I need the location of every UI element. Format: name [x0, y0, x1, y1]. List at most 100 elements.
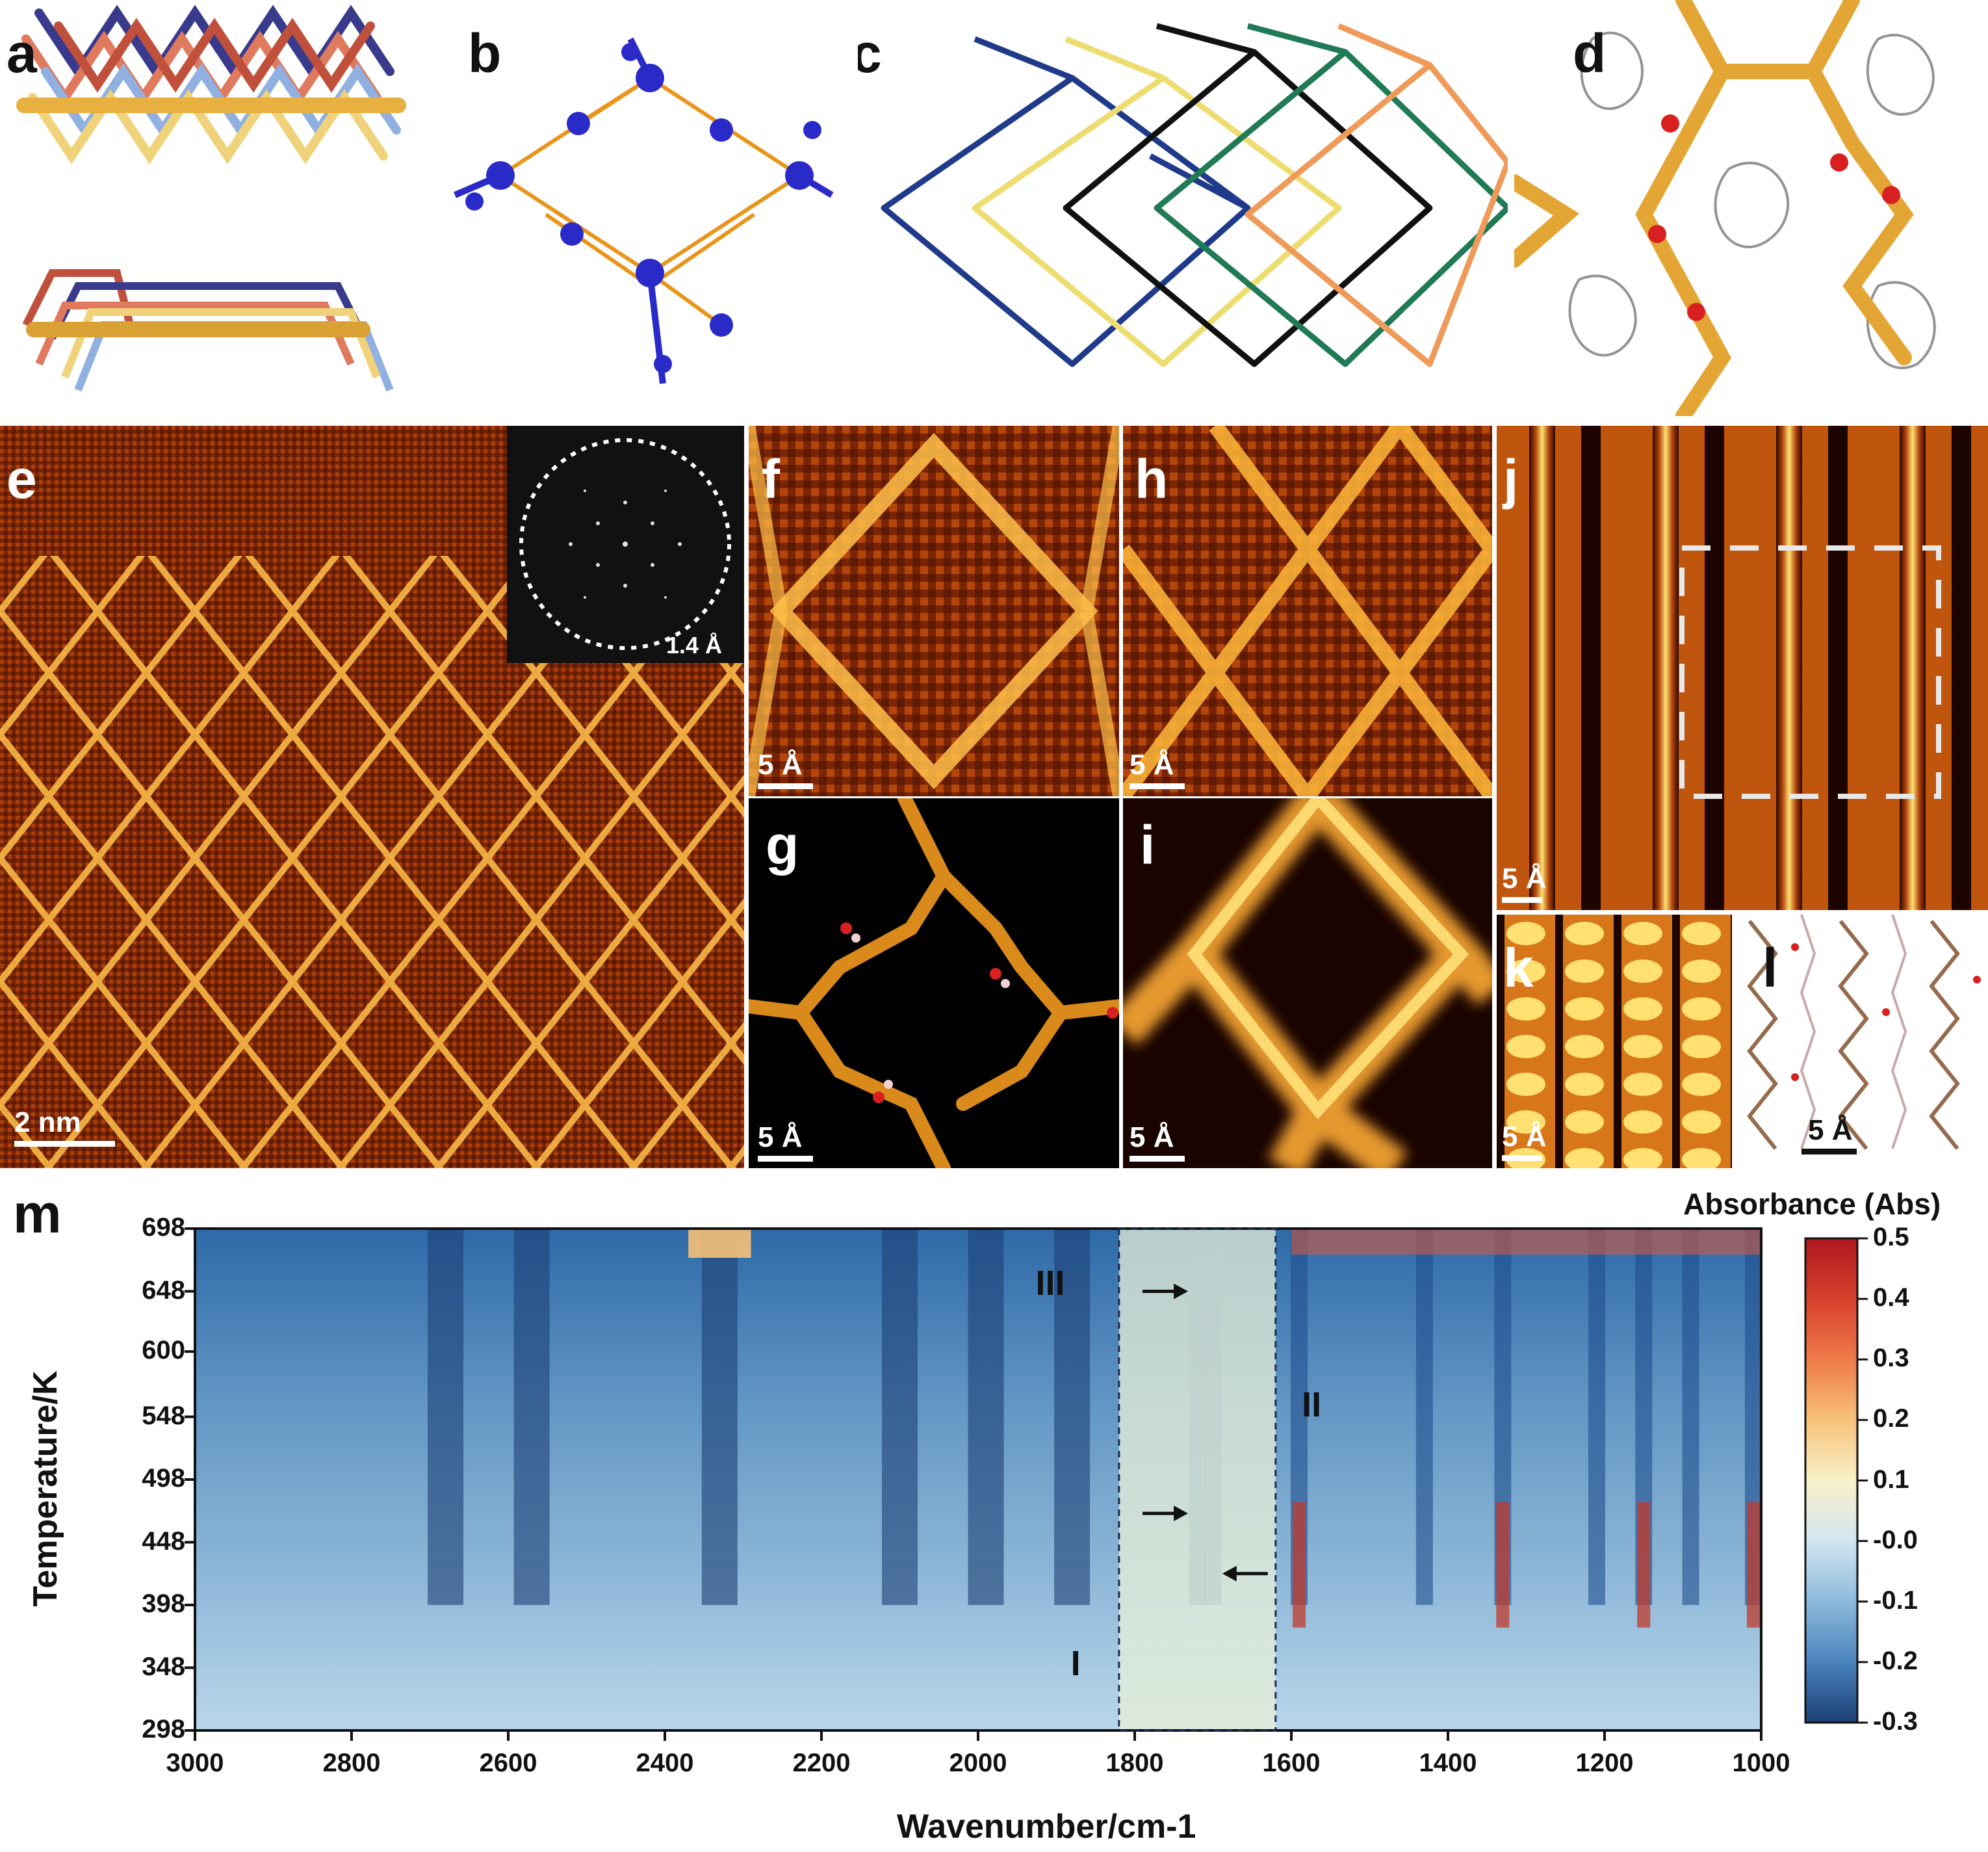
- highlight-region-border: [1118, 1227, 1277, 1732]
- co2-band: [688, 1229, 751, 1258]
- region-label: II: [1302, 1385, 1322, 1425]
- absorption-band-hot: [1293, 1502, 1306, 1628]
- panel-m-label: m: [13, 1183, 62, 1244]
- absorption-band: [513, 1229, 550, 1605]
- panel-f: f 5 Å: [749, 426, 1119, 796]
- panel-h-scale-label: 5 Å: [1130, 749, 1174, 781]
- colorbar-tick-label: -0.2: [1873, 1646, 1918, 1675]
- absorption-band: [1588, 1229, 1605, 1605]
- panel-h-scale-bar: 5 Å: [1130, 751, 1185, 789]
- panel-j: j 5 Å: [1497, 426, 1988, 910]
- fft-pattern: [519, 438, 731, 650]
- panel-i-label: i: [1140, 815, 1155, 876]
- y-tick-label: 648: [142, 1275, 185, 1305]
- heatmap-plot: [185, 1227, 1868, 1741]
- panel-d: d: [1514, 0, 1988, 416]
- colorbar-tick-label: 0.1: [1873, 1465, 1909, 1494]
- panel-l-model: [1747, 915, 1981, 1150]
- panel-j-scale-bar: 5 Å: [1502, 865, 1546, 903]
- panel-a-label: a: [6, 23, 37, 84]
- y-tick-label: 448: [142, 1526, 185, 1556]
- panel-k-scale-label: 5 Å: [1502, 1121, 1547, 1153]
- panel-l: l 5 Å: [1736, 915, 1988, 1168]
- panel-h: h 5 Å: [1123, 426, 1492, 796]
- region-labels: I II III: [0, 1222, 1988, 1849]
- highlight-region: [1118, 1229, 1276, 1730]
- y-tick-label: 548: [142, 1401, 185, 1430]
- absorption-band: [1054, 1229, 1091, 1605]
- panel-k: k 5 Å: [1497, 915, 1732, 1168]
- x-tick-label: 2400: [636, 1749, 694, 1777]
- panel-c-nets: [881, 23, 1508, 367]
- panel-b: b: [416, 0, 884, 416]
- panel-f-afm-image: [749, 426, 1119, 796]
- x-tick-label: 3000: [166, 1749, 224, 1777]
- annotation-arrow: [1142, 1283, 1189, 1299]
- colorbar-tick-label: 0.3: [1873, 1344, 1909, 1373]
- panel-j-scale-label: 5 Å: [1502, 863, 1547, 894]
- panel-c-label: c: [858, 23, 882, 84]
- colorbar-tick-label: 0.2: [1873, 1404, 1909, 1433]
- panel-j-afm-image: [1497, 426, 1988, 910]
- y-tick-label: 298: [142, 1715, 185, 1743]
- panel-i-scale-label: 5 Å: [1130, 1121, 1174, 1153]
- x-tick-label: 2800: [322, 1749, 381, 1777]
- absorption-band: [701, 1229, 738, 1605]
- colorbar-ticks: 0.5 0.4 0.3 0.2 0.1 -0.0 -0.1 -0.2 -0.3: [0, 1222, 1988, 1849]
- panel-i-scale-bar: 5 Å: [1130, 1123, 1185, 1162]
- fft-inset-scale-label: 1.4 Å: [666, 632, 723, 659]
- absorption-band: [1682, 1229, 1699, 1605]
- panel-k-simulated-image: [1497, 915, 1732, 1168]
- panel-g-scale-bar: 5 Å: [758, 1123, 813, 1162]
- panel-l-label: l: [1762, 937, 1778, 998]
- annotation-arrow: [1222, 1565, 1268, 1582]
- panel-a-structure: [16, 5, 406, 392]
- y-tick-label: 698: [142, 1213, 185, 1242]
- y-tick-label: 600: [142, 1336, 185, 1365]
- panel-g-model: [749, 798, 1119, 1168]
- panel-h-label: h: [1135, 449, 1168, 510]
- panel-e: 1.4 Å e 2 nm: [0, 426, 744, 1168]
- panel-d-label: d: [1573, 23, 1607, 84]
- panel-k-scale-bar: 5 Å: [1502, 1123, 1546, 1161]
- panel-h-afm-image: [1123, 426, 1492, 796]
- high-temp-strip: [1291, 1229, 1761, 1255]
- y-tick-label: 398: [142, 1589, 185, 1618]
- panel-c: c: [858, 0, 1508, 416]
- chart-colorbar-title: Absorbance (Abs): [1683, 1187, 1941, 1221]
- x-tick-label: 1000: [1732, 1749, 1790, 1777]
- panel-f-scale-label: 5 Å: [758, 749, 803, 781]
- panel-g-scale-label: 5 Å: [758, 1121, 803, 1153]
- panel-e-scale-label: 2 nm: [14, 1106, 81, 1138]
- colorbar-tick-label: -0.1: [1873, 1585, 1918, 1615]
- x-axis-ticks: 3000 2800 2600 2400 2200 2000 1800 1600 1400 1200…: [0, 1222, 1988, 1849]
- heatmap-chart: Temperature/K Wavenumber/cm-1 698 648 600 5…: [0, 1213, 1988, 1849]
- panel-l-scale-bar: 5 Å: [1801, 1116, 1857, 1154]
- panel-i: i 5 Å: [1123, 798, 1492, 1168]
- panel-g-label: g: [766, 815, 799, 876]
- panel-b-structure: [454, 37, 834, 384]
- panel-a: a: [0, 0, 416, 416]
- colorbar-tick-label: -0.3: [1873, 1707, 1918, 1736]
- x-tick-label: 1200: [1575, 1749, 1634, 1777]
- x-tick-label: 1800: [1105, 1749, 1164, 1777]
- fft-inset: 1.4 Å: [507, 426, 744, 663]
- absorption-band: [968, 1229, 1004, 1605]
- absorption-band-hot: [1637, 1502, 1651, 1628]
- panel-f-label: f: [762, 449, 780, 510]
- panel-j-label: j: [1503, 449, 1519, 510]
- x-tick-label: 2200: [792, 1749, 851, 1777]
- panel-b-label: b: [468, 23, 502, 84]
- x-tick-label: 2000: [949, 1749, 1007, 1777]
- colorbar-tick-label: 0.5: [1873, 1223, 1909, 1251]
- colorbar-tick-label: 0.4: [1873, 1283, 1909, 1312]
- panel-d-structure: [1514, 0, 1936, 416]
- absorption-band: [1415, 1229, 1433, 1605]
- region-label: I: [1070, 1643, 1081, 1683]
- x-axis-title-text: Wavenumber/cm-1: [897, 1808, 1196, 1845]
- region-label: III: [1035, 1263, 1065, 1303]
- fft-inset-scale: 1.4 Å: [666, 634, 722, 657]
- y-tick-label: 348: [142, 1652, 185, 1681]
- absorption-band: [882, 1229, 918, 1605]
- panel-e-label: e: [6, 449, 37, 510]
